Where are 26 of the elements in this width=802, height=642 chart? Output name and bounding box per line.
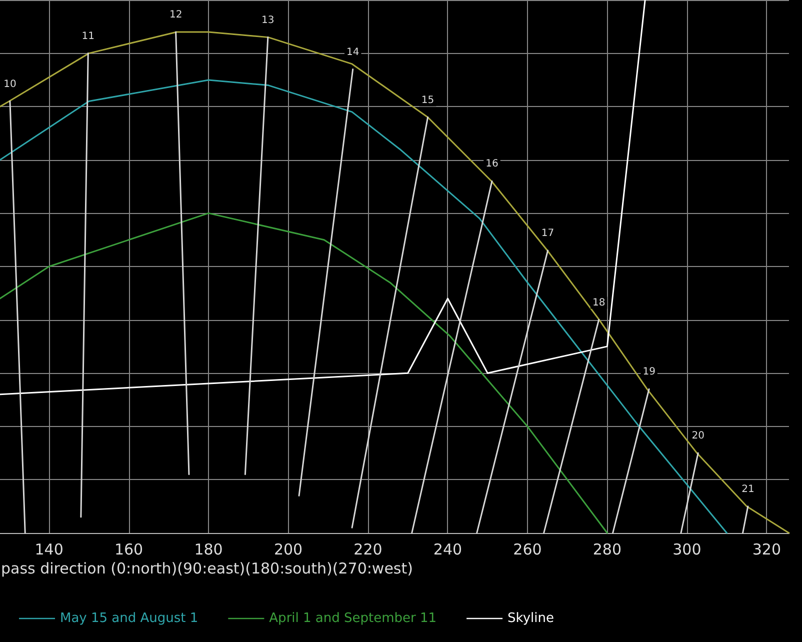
annotation: 16 [486,158,498,170]
x-tick-label: 200 [274,540,303,558]
annotation: 19 [642,366,656,378]
annotation: 20 [692,430,704,442]
legend-label: April 1 and September 11 [269,611,437,626]
x-tick-label: 260 [513,540,542,558]
annotation: 12 [169,9,182,20]
annotation: 21 [742,484,754,495]
x-tick-label: 160 [114,540,144,558]
annotation: 13 [262,14,274,26]
annotation: 18 [592,297,606,308]
x-tick-label: 220 [354,540,382,558]
annotation: 11 [82,30,94,42]
x-tick-label: 140 [34,540,64,558]
x-tick-label: 180 [194,540,223,558]
x-tick-label: 280 [592,540,622,558]
x-tick-label: 300 [672,540,702,558]
x-tick-label: 320 [752,540,781,558]
x-tick-label: 240 [433,540,462,558]
annotation: 17 [541,228,554,240]
annotation: 14 [346,46,360,58]
annotation: 10 [4,78,16,90]
annotation: 15 [421,94,434,106]
legend-label: Skyline [508,611,554,626]
x-axis-title: pass direction (0:north)(90:east)(180:south)(270:west) [1,560,413,578]
legend-label: May 15 and August 1 [60,611,198,626]
